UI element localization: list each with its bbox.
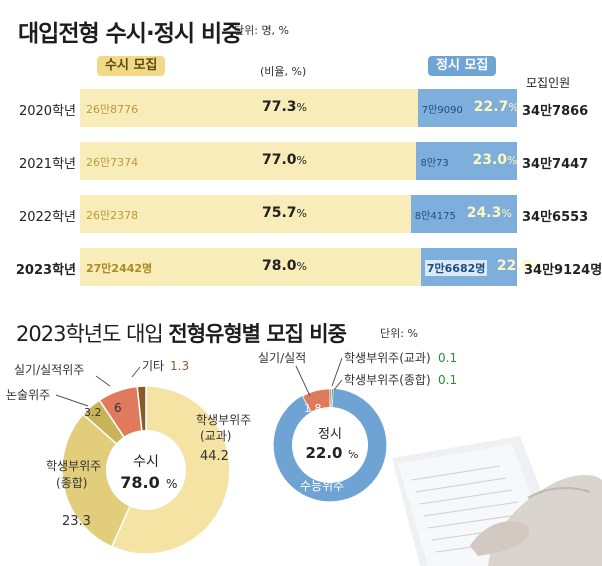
pie-title-plain: 2023학년도 대입 xyxy=(16,322,169,346)
pct-jeongsi-value: 23.0 xyxy=(472,152,508,168)
jeongsi-center-value: 22.0 xyxy=(305,444,342,462)
count-susi: 27만2442명 xyxy=(86,262,153,275)
bar-jeongsi xyxy=(417,89,517,127)
value-nonsul: 3.2 xyxy=(84,406,102,419)
pct-unit: % xyxy=(501,207,512,220)
susi-center-unit: % xyxy=(166,477,177,491)
pie-charts: 수시 78.0 % 학생부위주 (교과) 44.2 학생부위주 (종합) 23.… xyxy=(6,351,602,566)
year-label: 2022학년 xyxy=(18,210,76,225)
total-count: 34만7447 xyxy=(522,157,589,172)
label-silgi: 실기/실적위주 xyxy=(14,363,84,377)
year-label: 2020학년 xyxy=(18,104,76,119)
pie-title: 2023학년도 대입 전형유형별 모집 비중 xyxy=(16,318,347,348)
total-count: 34만9124명 xyxy=(524,263,602,278)
label-jonghap-sub: (종합) xyxy=(56,476,87,490)
label-jonghap: 학생부위주 xyxy=(46,459,101,473)
total-count: 34만6553 xyxy=(522,210,589,225)
susi-center-label: 수시 xyxy=(133,454,159,470)
pct-jeongsi: 22.0% xyxy=(497,258,542,274)
bar-susi xyxy=(80,195,411,233)
pct-jeongsi: 22.7% xyxy=(474,99,519,115)
value-gyogwa: 44.2 xyxy=(200,449,229,464)
jeongsi-center-label: 정시 xyxy=(318,427,342,442)
count-susi: 26만7374 xyxy=(86,156,139,169)
pct-jeongsi: 23.0% xyxy=(472,152,517,168)
value-suneung: 20 xyxy=(350,441,368,456)
pct-susi: 77.0% xyxy=(262,152,307,168)
pie-unit-label: 단위: % xyxy=(380,327,418,340)
pct-unit: % xyxy=(531,260,542,273)
value-gyogwa2: 0.1 xyxy=(438,351,457,365)
label-gyogwa2: 학생부위주(교과) xyxy=(344,351,431,365)
pct-unit: % xyxy=(507,154,518,167)
pct-jeongsi-value: 22.0 xyxy=(496,258,532,274)
count-susi: 26만2378 xyxy=(86,209,139,222)
total-count: 34만7866 xyxy=(522,104,589,119)
jeongsi-center-unit: % xyxy=(348,448,358,461)
pct-unit: % xyxy=(296,101,307,114)
count-jeongsi: 7만6682명 xyxy=(424,260,488,276)
pct-unit: % xyxy=(296,260,307,273)
pct-jeongsi-value: 22.7 xyxy=(473,99,509,115)
value-jonghap: 23.3 xyxy=(62,514,91,529)
hand-illustration xyxy=(392,436,602,566)
count-jeongsi: 8만4175 xyxy=(414,211,456,222)
count-susi: 26만8776 xyxy=(86,103,139,116)
bar-susi xyxy=(80,89,418,127)
slice-jonghap xyxy=(61,413,147,548)
pct-susi-value: 75.7 xyxy=(262,205,297,221)
value-silgi: 6 xyxy=(114,401,122,415)
bar-susi xyxy=(80,248,421,286)
donut-hole xyxy=(292,407,368,483)
pie-title-bold: 전형유형별 모집 비중 xyxy=(168,322,347,346)
unit-label: 단위: 명, % xyxy=(234,24,290,37)
pct-susi: 77.3% xyxy=(262,99,307,115)
pct-unit: % xyxy=(296,154,307,167)
total-header: 모집인원 xyxy=(526,76,571,90)
count-jeongsi: 8만73 xyxy=(420,158,449,169)
susi-center-value: 78.0 xyxy=(120,473,159,492)
label-gita: 기타 xyxy=(142,359,164,373)
label-jonghap2: 학생부위주(종합) xyxy=(344,373,431,387)
ratio-label: (비율, %) xyxy=(260,65,307,78)
value-gita: 1.3 xyxy=(170,359,189,373)
bar-jeongsi xyxy=(416,142,517,180)
year-label: 2023학년 xyxy=(15,263,76,278)
bar-jeongsi xyxy=(410,195,517,233)
pct-susi-value: 78.0 xyxy=(262,258,297,274)
susi-pie-hole xyxy=(106,430,186,510)
pct-susi: 75.7% xyxy=(262,205,307,221)
pct-unit: % xyxy=(296,207,307,220)
label-silgi2: 실기/실적 xyxy=(258,351,306,365)
legend-susi: 수시 모집 xyxy=(97,56,166,76)
pct-unit: % xyxy=(508,101,519,114)
legend-jeongsi: 정시 모집 xyxy=(428,56,497,76)
label-gyogwa: 학생부위주 xyxy=(196,413,251,427)
count-jeongsi: 7만9090 xyxy=(421,105,463,116)
value-jonghap2: 0.1 xyxy=(438,373,457,387)
label-suneung: 수능위주 xyxy=(300,479,344,493)
jeongsi-donut xyxy=(273,388,387,502)
value-silgi2: 1.8 xyxy=(304,402,322,415)
pct-susi-value: 77.3 xyxy=(262,99,297,115)
label-gyogwa-sub: (교과) xyxy=(200,429,231,443)
pct-susi: 78.0% xyxy=(262,258,307,274)
year-label: 2021학년 xyxy=(18,157,76,172)
bar-susi xyxy=(80,142,417,180)
label-nonsul: 논술위주 xyxy=(6,388,50,402)
chart-title: 대입전형 수시·정시 비중 xyxy=(18,21,242,47)
pct-jeongsi: 24.3% xyxy=(467,205,512,221)
pct-susi-value: 77.0 xyxy=(262,152,297,168)
pct-jeongsi-value: 24.3 xyxy=(466,205,502,221)
